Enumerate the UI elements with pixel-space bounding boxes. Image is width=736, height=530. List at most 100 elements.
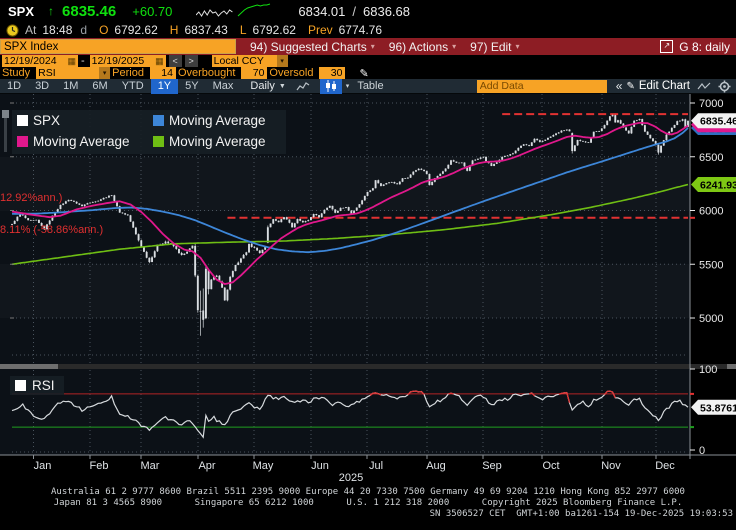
legend-item-3[interactable]: Moving Average [153,134,291,149]
price-axis-label: 5000 [699,313,723,325]
low-price: 6792.62 [252,23,296,37]
date-to-field[interactable]: 12/19/2025 ▦ [89,55,166,67]
rsi-axis-label: 0 [699,445,705,457]
chart-toolbar: 1D 3D 1M 6M YTD 1Y 5Y Max Daily ▼ ▾ Table « ✎ E… [0,78,736,94]
chart-legend: SPX Moving Average Moving Average Moving Av… [12,110,286,154]
study-label: Study [2,67,31,79]
moving-average-line-pink [11,121,689,285]
collapse-panel-icon[interactable]: « [615,79,623,93]
overbought-label: Overbought [177,67,236,79]
oversold-field[interactable]: 30 [319,67,346,79]
frequency-select[interactable]: Daily ▼ [250,80,285,92]
overbought-field[interactable]: 70 [241,67,268,79]
pane-resize-slider[interactable] [2,110,9,152]
ma-green-badge [691,176,736,192]
range-tab-5y[interactable]: 5Y [185,79,199,92]
chart-plot-area[interactable]: 7000 6500 6000 5500 5000 100 0 6835.46 6241.93 53… [0,94,736,486]
annotate-pencil-icon[interactable]: ✎ [359,67,369,80]
range-tab-3d[interactable]: 3D [35,79,50,92]
moving-average-line-green [11,183,689,266]
range-tab-1d[interactable]: 1D [7,79,22,92]
x-axis-year-label: 2025 [339,472,363,484]
table-button[interactable]: Table [357,80,384,92]
menu-actions[interactable]: 96) Actions ▾ [389,40,456,54]
pane-scrollbar-handle [0,364,58,369]
legend-swatch [17,115,28,126]
gear-icon[interactable] [718,80,731,93]
range-back-button[interactable]: < [168,55,182,67]
rsi-legend-label: RSI [32,378,55,393]
footer-session-info: SN 3506527 CET GMT+1:00 ba1261-154 19-De… [429,509,733,519]
add-data-input[interactable] [476,79,607,93]
clock-icon [6,23,19,37]
last-price: 6835.46 [62,2,117,20]
caret-down-icon: ▾ [515,42,520,51]
x-axis-month-label: Oct [542,460,559,472]
rsi-axis-label: 100 [699,364,717,376]
range-tab-1m[interactable]: 1M [63,79,79,92]
trendline-annotation-1: 12.92%ann.) [0,192,63,204]
terminal-footer: Australia 61 2 9777 8600 Brazil 5511 239… [0,487,736,520]
oversold-label: Oversold [269,67,314,79]
legend-item-1[interactable]: Moving Average [153,113,291,128]
menu-label: 96) Actions [388,39,449,54]
date-range-bar: 12/19/2024 ▦ - 12/19/2025 ▦ < > Local CC… [0,55,736,67]
study-select[interactable]: RSI ▾ [36,67,111,79]
overbought-value: 70 [252,67,265,79]
legend-item-0[interactable]: SPX [17,113,153,128]
quote-time: 18:48 [42,23,73,37]
sparkline-segment [196,9,234,17]
study-settings-bar: Study RSI ▾ Period 14 Overbought 70 Over… [0,67,736,80]
price-axis-label: 7000 [699,98,723,110]
x-axis-month-label: Jan [34,460,52,472]
x-axis-month-label: May [253,460,274,472]
legend-label: SPX [33,113,61,128]
trendline-annotation-2: 8.11% (-58.86%ann.) [0,224,104,236]
moving-average-line-blue [12,127,689,254]
caret-down-icon: ▾ [276,55,288,67]
date-range-separator: - [81,55,85,67]
at-label: At [25,23,37,37]
rsi-value-badge [691,399,736,415]
security-input[interactable] [0,39,236,54]
high-price: 6837.43 [184,23,228,37]
range-forward-button[interactable]: > [184,55,198,67]
caret-down-icon: ▾ [452,42,457,51]
menu-suggested-charts[interactable]: 94) Suggested Charts ▾ [250,40,375,54]
period-label: Period [112,67,144,79]
date-from-field[interactable]: 12/19/2024 ▦ [2,55,78,67]
menu-edit[interactable]: 97) Edit ▾ [470,40,519,54]
legend-label: Moving Average [169,134,266,149]
line-chart-type-button[interactable] [292,79,314,94]
date-to-value: 12/19/2025 [91,55,145,67]
range-tab-max[interactable]: Max [212,79,234,92]
ticker-bar: SPX ↑ 6835.46 +60.70 6834.01 / 6836.68 [0,0,736,22]
x-axis-month-label: Dec [655,460,675,472]
price-axis-label: 6000 [699,206,723,218]
rsi-legend: RSI [10,376,64,395]
price-axis: 7000 6500 6000 5500 5000 100 0 [10,98,723,457]
x-axis-month-label: Aug [426,460,446,472]
edit-chart-button[interactable]: ✎ Edit Chart [626,80,690,92]
footer-contacts-line2: Japan 81 3 4565 8900 Singapore 65 6212 1… [53,498,683,508]
session-flag: d [80,23,88,37]
range-tab-ytd[interactable]: YTD [121,79,144,92]
chart-type-caret-icon[interactable]: ▾ [345,83,350,90]
period-field[interactable]: 14 [149,67,176,79]
currency-select[interactable]: Local CCY ▾ [211,55,288,67]
pane-scrollbar [0,364,736,369]
candle-chart-type-button[interactable] [319,78,342,94]
x-axis-month-label: Apr [198,460,215,472]
annotate-zigzag-icon[interactable] [697,81,711,92]
currency-value: Local CCY [213,55,264,67]
page-indicator: G 8: daily [679,39,730,54]
range-tab-6m[interactable]: 6M [92,79,108,92]
pane-resize-handle[interactable] [2,110,9,118]
range-tab-1y[interactable]: 1Y [150,78,179,94]
rsi-overbought-segments [369,390,616,403]
export-icon[interactable]: ↗ [660,40,674,53]
legend-item-2[interactable]: Moving Average [17,134,153,149]
chart-area: 7000 6500 6000 5500 5000 100 0 6835.46 6241.93 53… [0,94,736,486]
rsi-value-badge-text: 53.8761 [700,402,736,414]
price-axis-label: 6500 [699,152,723,164]
